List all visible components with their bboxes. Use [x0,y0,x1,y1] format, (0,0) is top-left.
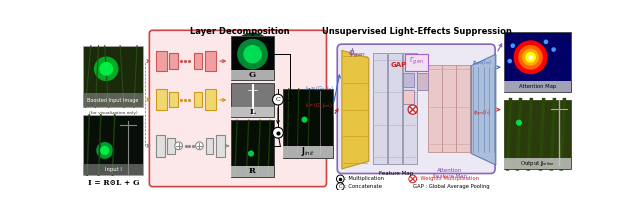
Bar [403,54,417,163]
Text: GAP : Global Average Pooling: GAP : Global Average Pooling [413,184,490,189]
Circle shape [522,49,539,66]
Bar [388,54,402,163]
Bar [231,107,274,117]
Bar [205,89,216,110]
Text: : Weights Multiplication: : Weights Multiplication [417,176,479,181]
Bar [205,51,216,71]
Bar [284,89,333,158]
Text: (for visualization only): (for visualization only) [89,111,138,115]
Text: $\phi_{gen}$: $\phi_{gen}$ [348,47,366,60]
Text: Feature Map: Feature Map [379,171,413,176]
Circle shape [409,175,417,183]
Bar [167,138,175,153]
Bar [417,73,428,90]
Text: Attention Map: Attention Map [519,84,556,89]
Circle shape [551,47,556,52]
Circle shape [518,45,543,70]
Circle shape [94,56,118,81]
Circle shape [273,127,284,138]
Bar [83,164,143,175]
Text: C: C [339,184,342,189]
Bar [456,65,470,152]
Text: : Concatenate: : Concatenate [345,184,382,189]
Circle shape [196,142,204,150]
Circle shape [96,142,113,159]
Bar [504,158,572,169]
Circle shape [231,33,274,76]
Circle shape [99,62,113,76]
Bar [216,135,225,157]
Circle shape [408,105,417,114]
Bar [156,89,167,110]
Bar [194,54,202,69]
Text: Unsupervised Light-Effects Suppression: Unsupervised Light-Effects Suppression [322,27,511,36]
Circle shape [100,146,109,155]
Circle shape [525,52,536,63]
FancyBboxPatch shape [337,44,495,174]
Circle shape [273,94,284,105]
Circle shape [175,142,182,150]
Circle shape [301,117,308,123]
Bar [231,70,274,80]
Circle shape [508,59,512,63]
Text: $\mathbf{J}_{init}$: $\mathbf{J}_{init}$ [301,146,316,158]
Circle shape [237,39,268,70]
Bar [205,138,213,153]
Bar [284,146,333,158]
Circle shape [337,183,344,190]
Text: Layer Decomposition: Layer Decomposition [189,27,289,36]
Bar [504,32,572,92]
Text: $\Gamma_{gen}$: $\Gamma_{gen}$ [409,55,424,67]
Bar [504,100,572,169]
Bar [231,83,274,117]
Circle shape [528,55,533,59]
Circle shape [511,43,515,48]
Bar [504,81,572,92]
Text: R: R [249,167,256,175]
Bar [504,100,572,169]
Text: $\phi_{gen}(I_r)$: $\phi_{gen}(I_r)$ [473,108,491,119]
FancyBboxPatch shape [149,30,326,187]
Bar [170,92,178,107]
Text: : Multiplication: : Multiplication [345,176,384,181]
Bar [83,115,143,175]
Text: $I_r=(G, J_{init})$: $I_r=(G, J_{init})$ [305,101,333,110]
Bar [83,94,143,107]
Bar [156,51,167,71]
Text: Attention
Feature Map: Attention Feature Map [433,168,467,179]
Text: I = R⊙L + G: I = R⊙L + G [88,179,140,187]
Bar [403,90,414,104]
Circle shape [337,175,344,183]
Polygon shape [342,50,369,169]
Circle shape [248,150,254,157]
Text: G: G [249,71,256,79]
Bar [428,65,442,152]
Text: GAP: GAP [390,62,407,68]
Text: $I_{in}=(G_b, I_{in})$: $I_{in}=(G_b, I_{in})$ [305,84,334,93]
Text: Input I: Input I [105,167,122,172]
Polygon shape [471,54,496,165]
Text: Output $\mathbf{J}_{refine}$: Output $\mathbf{J}_{refine}$ [520,159,555,168]
Circle shape [516,120,522,126]
Bar [231,120,274,177]
Circle shape [513,40,547,74]
Circle shape [543,40,548,44]
Text: $\phi_{gen}(I_{in})$: $\phi_{gen}(I_{in})$ [472,58,492,68]
Text: L: L [250,108,255,116]
Circle shape [243,45,262,63]
Bar [170,54,178,69]
Bar [231,36,274,80]
Bar [372,54,387,163]
Text: Boosted Input Image: Boosted Input Image [88,98,139,103]
Bar [405,54,428,71]
Bar [442,65,456,152]
Bar [83,46,143,107]
Bar [194,92,202,107]
Bar [403,73,414,86]
Bar [231,166,274,177]
Text: C: C [276,97,280,102]
Bar [156,135,164,157]
